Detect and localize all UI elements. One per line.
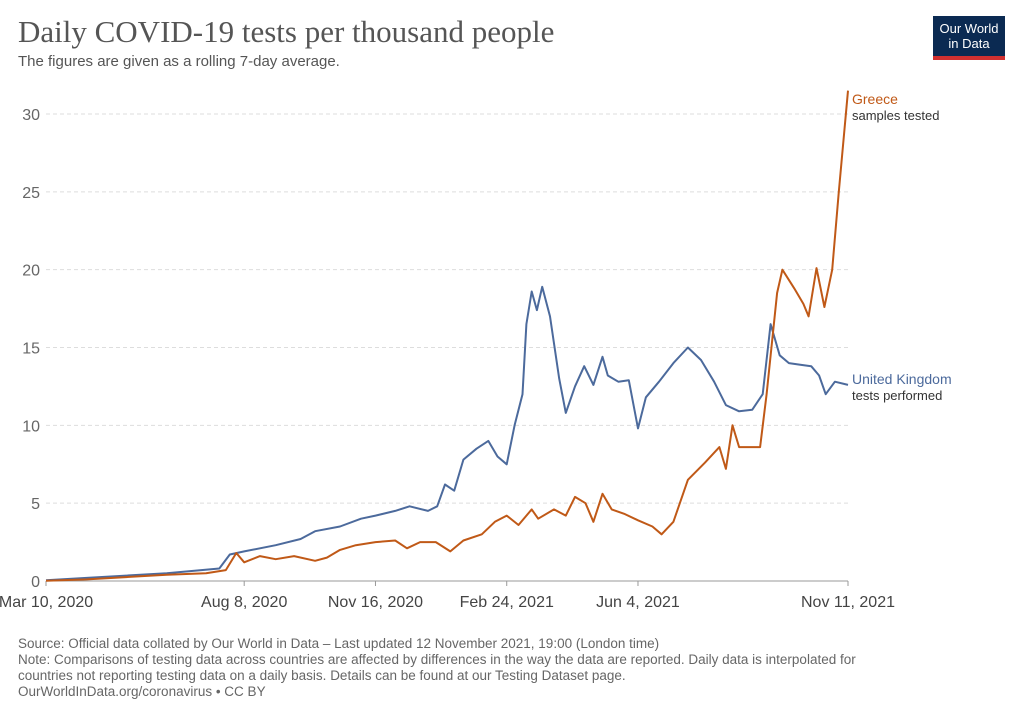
y-tick-label: 30 xyxy=(22,107,40,124)
owid-logo[interactable]: Our World in Data xyxy=(933,16,1005,60)
y-tick-label: 5 xyxy=(31,496,40,513)
grid-lines xyxy=(46,113,848,504)
x-tick-label: Nov 16, 2020 xyxy=(328,594,423,611)
chart-footer: Source: Official data collated by Our Wo… xyxy=(18,636,978,700)
chart-subtitle: The figures are given as a rolling 7-day… xyxy=(18,53,340,70)
comparison-note-line-2: countries not reporting testing data on … xyxy=(18,668,626,683)
x-tick-label: Aug 8, 2020 xyxy=(201,594,287,611)
chart-title: Daily COVID-19 tests per thousand people xyxy=(18,14,555,49)
y-tick-label: 20 xyxy=(22,263,40,280)
y-tick-label: 10 xyxy=(22,418,40,435)
y-tick-label: 0 xyxy=(31,574,40,591)
united-kingdom-sublabel: tests performed xyxy=(852,388,942,403)
greece-label: Greece xyxy=(852,91,898,107)
greece-sublabel: samples tested xyxy=(852,108,939,123)
y-axis-ticks: 0 5 10 15 20 25 30 xyxy=(22,107,40,591)
x-tick-label: Mar 10, 2020 xyxy=(0,594,93,611)
comparison-note-line-1: Note: Comparisons of testing data across… xyxy=(18,652,856,667)
greece-line xyxy=(45,90,849,582)
x-axis: Mar 10, 2020 Aug 8, 2020 Nov 16, 2020 Feb 2… xyxy=(0,580,895,611)
logo-line-1: Our World xyxy=(939,21,999,36)
united-kingdom-label: United Kingdom xyxy=(852,371,952,387)
x-tick-label: Jun 4, 2021 xyxy=(596,594,680,611)
series-lines xyxy=(45,90,849,582)
x-tick-label: Nov 11, 2021 xyxy=(801,594,895,611)
source-note: Source: Official data collated by Our Wo… xyxy=(18,636,660,651)
y-tick-label: 25 xyxy=(22,185,40,202)
united-kingdom-line xyxy=(45,285,849,582)
credit-link[interactable]: OurWorldInData.org/coronavirus • CC BY xyxy=(18,684,266,699)
logo-line-2: in Data xyxy=(948,36,990,51)
y-tick-label: 15 xyxy=(22,341,40,358)
x-tick-label: Feb 24, 2021 xyxy=(460,594,554,611)
